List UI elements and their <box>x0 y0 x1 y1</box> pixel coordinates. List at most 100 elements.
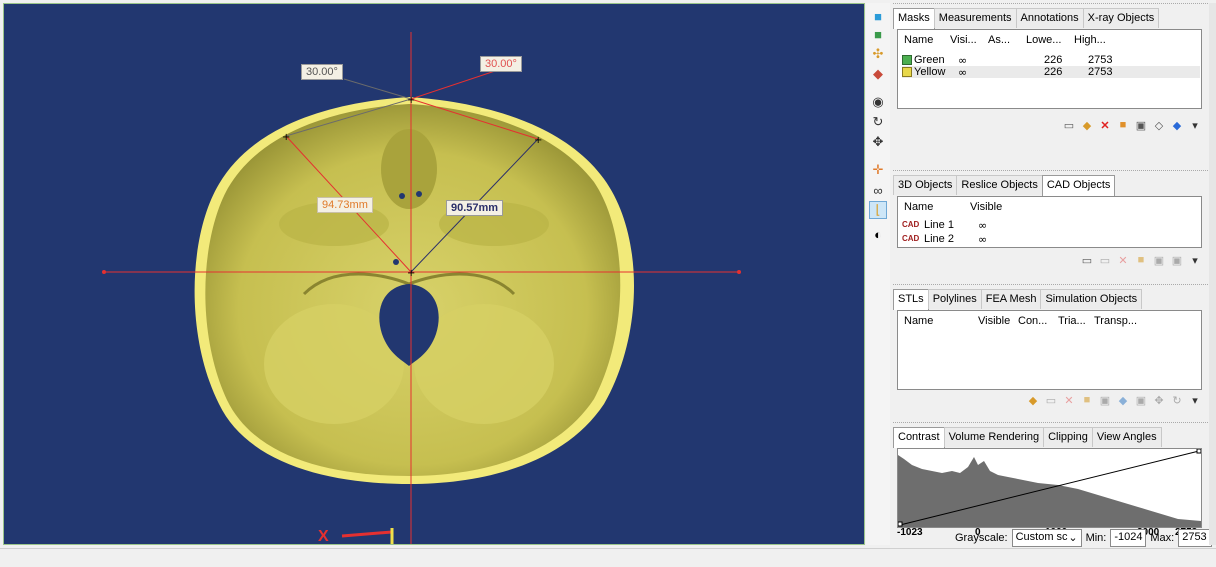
col-contour[interactable]: Con... <box>1018 315 1048 327</box>
tab-fea-mesh[interactable]: FEA Mesh <box>980 289 1042 309</box>
tab-annotations[interactable]: Annotations <box>1015 8 1084 28</box>
cad-name: Line 2 <box>924 233 954 245</box>
chevron-down-icon: ⌄ <box>1068 532 1078 544</box>
list-item[interactable]: Green ∞ 226 2753 <box>902 54 1200 67</box>
info-icon[interactable]: ■ <box>1137 254 1145 266</box>
objects-tabs: 3D Objects Reslice Objects CAD Objects <box>893 175 1116 196</box>
col-name[interactable]: Name <box>904 201 934 213</box>
tab-cad-objects[interactable]: CAD Objects <box>1041 175 1116 196</box>
duplicate-icon[interactable]: ▣ <box>1153 254 1165 267</box>
smooth-icon[interactable]: ▣ <box>1135 394 1147 407</box>
col-visible[interactable]: Visible <box>978 315 1011 327</box>
col-lower[interactable]: Lowe... <box>1026 34 1062 46</box>
masks-button-bar: ▭ ◆ ✕ ■ ▣ ◇ ◆ ▾ <box>1062 118 1202 132</box>
more-icon[interactable]: ▾ <box>1192 394 1198 407</box>
calc-3d-icon[interactable]: ◆ <box>1172 119 1182 132</box>
glasses-icon[interactable]: ∞ <box>978 219 988 232</box>
glasses-icon[interactable]: ∞ <box>873 182 883 198</box>
eraser-icon[interactable]: ◇ <box>1154 119 1164 132</box>
duplicate-icon[interactable]: ▣ <box>1135 119 1147 132</box>
rotate-icon[interactable]: ↻ <box>872 114 884 129</box>
view-toolbar: ■ ■ ✣ ◆ ◉ ↻ ✥ ✛ ∞ ⌊ ◐ <box>866 3 890 545</box>
more-icon[interactable]: ▾ <box>1192 254 1198 267</box>
distance-label-right[interactable]: 90.57mm <box>446 200 504 216</box>
col-name[interactable]: Name <box>904 315 934 327</box>
cad-name: Line 1 <box>924 219 954 231</box>
list-item[interactable]: CAD Line 1 ∞ <box>902 219 1200 232</box>
folder-icon[interactable]: ◆ <box>1082 119 1092 132</box>
col-assigned[interactable]: As... <box>988 34 1011 46</box>
masks-list[interactable]: Name Visi... As... Lowe... High... Green… <box>897 29 1202 109</box>
move-icon[interactable]: ✥ <box>872 134 884 149</box>
tab-contrast[interactable]: Contrast <box>893 427 945 448</box>
list-item[interactable]: CAD Line 2 ∞ <box>902 233 1200 246</box>
tab-volume-rendering[interactable]: Volume Rendering <box>943 427 1045 447</box>
glasses-icon[interactable]: ∞ <box>978 233 988 246</box>
mask-higher: 2753 <box>1088 54 1113 66</box>
col-triangles[interactable]: Tria... <box>1058 315 1086 327</box>
tab-view-angles[interactable]: View Angles <box>1091 427 1162 447</box>
col-higher[interactable]: High... <box>1074 34 1106 46</box>
glasses-icon[interactable]: ∞ <box>958 66 968 79</box>
distance-label-left[interactable]: 94.73mm <box>317 197 373 213</box>
copy-icon[interactable]: ▭ <box>1099 254 1111 267</box>
move-icon[interactable]: ✥ <box>1154 394 1164 407</box>
cross-axes-icon[interactable]: ✛ <box>872 162 884 177</box>
tab-polylines[interactable]: Polylines <box>927 289 982 309</box>
stl-list[interactable]: Name Visible Con... Tria... Transp... <box>897 310 1202 390</box>
new-icon[interactable]: ▭ <box>1063 119 1075 132</box>
tab-stls[interactable]: STLs <box>893 289 929 310</box>
layers-cube-icon[interactable]: ■ <box>874 8 882 24</box>
3d-viewport[interactable]: + + + + 30.00° 30.00° 94.73mm 90.57mm X <box>3 3 865 545</box>
folder-icon[interactable]: ◆ <box>1028 394 1038 407</box>
corner-axes-icon[interactable]: ⌊ <box>869 201 887 219</box>
min-input[interactable]: -1024 <box>1110 529 1147 547</box>
yellow-mask-swatch <box>902 67 912 77</box>
masks-panel: Masks Measurements Annotations X-ray Obj… <box>893 3 1208 163</box>
tab-3d-objects[interactable]: 3D Objects <box>893 175 958 195</box>
mask-lower: 226 <box>1044 54 1063 66</box>
copy-icon[interactable]: ▭ <box>1045 394 1057 407</box>
more-icon[interactable]: ▾ <box>1192 119 1198 132</box>
export-icon[interactable]: ▣ <box>1171 254 1183 267</box>
tab-clipping[interactable]: Clipping <box>1043 427 1093 447</box>
wrap-icon[interactable]: ◆ <box>1118 394 1128 407</box>
status-bar <box>0 548 1216 567</box>
vertical-scrollbar[interactable] <box>1209 3 1216 545</box>
crosshair-box-icon[interactable]: ✣ <box>872 46 884 61</box>
info-icon[interactable]: ■ <box>1083 394 1091 406</box>
contrast-icon[interactable]: ◐ <box>874 226 882 242</box>
min-label: Min: <box>1085 532 1107 544</box>
tab-reslice-objects[interactable]: Reslice Objects <box>956 175 1043 195</box>
new-icon[interactable]: ▭ <box>1081 254 1093 267</box>
list-item[interactable]: Yellow ∞ 226 2753 <box>902 66 1200 79</box>
tab-measurements[interactable]: Measurements <box>933 8 1017 28</box>
angle-label-left[interactable]: 30.00° <box>301 64 343 80</box>
tab-simulation-objects[interactable]: Simulation Objects <box>1040 289 1143 309</box>
col-visible[interactable]: Visi... <box>950 34 977 46</box>
grayscale-select[interactable]: Custom sc ⌄ <box>1011 529 1082 547</box>
rotate-icon[interactable]: ↻ <box>1172 394 1182 407</box>
tab-xray-objects[interactable]: X-ray Objects <box>1082 8 1160 28</box>
cad-objects-list[interactable]: Name Visible CAD Line 1 ∞ CAD Line 2 ∞ <box>897 196 1202 248</box>
eye-icon[interactable]: ◉ <box>872 94 884 109</box>
angle-label-right[interactable]: 30.00° <box>480 56 522 72</box>
paint-icon[interactable]: ◆ <box>873 66 883 81</box>
delete-icon[interactable]: ✕ <box>1064 394 1074 407</box>
col-visible[interactable]: Visible <box>970 201 1003 213</box>
tick-label: 2000 <box>1137 527 1160 538</box>
col-transparency[interactable]: Transp... <box>1094 315 1137 327</box>
tab-masks[interactable]: Masks <box>893 8 935 29</box>
max-input[interactable]: 2753 <box>1178 529 1213 547</box>
box-icon[interactable]: ■ <box>874 26 882 42</box>
delete-icon[interactable]: ✕ <box>1100 119 1110 132</box>
histogram[interactable] <box>897 448 1202 528</box>
col-name[interactable]: Name <box>904 34 934 46</box>
mask-higher: 2753 <box>1088 66 1113 78</box>
tick-label: -1023 <box>897 527 923 538</box>
glasses-icon[interactable]: ∞ <box>958 54 968 67</box>
info-icon[interactable]: ■ <box>1119 119 1127 131</box>
delete-icon[interactable]: ✕ <box>1118 254 1128 267</box>
duplicate-icon[interactable]: ▣ <box>1099 394 1111 407</box>
